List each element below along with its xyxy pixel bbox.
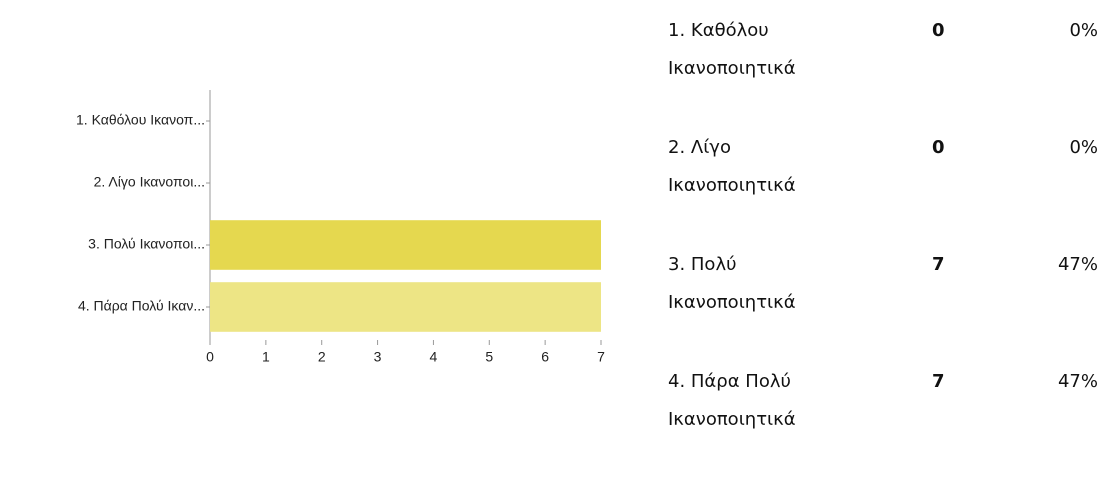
x-tick-label: 3	[374, 349, 382, 365]
percent: 47%	[1057, 371, 1098, 392]
x-tick-label: 5	[485, 349, 493, 365]
bar	[210, 282, 601, 332]
x-tick-label: 1	[262, 349, 270, 365]
x-tick-label: 4	[430, 349, 438, 365]
x-tick-label: 0	[206, 349, 214, 365]
option-label: 4. Πάρα Πολύ Ικανοποιητικά	[668, 371, 796, 430]
chart: 0 1 2 3 4 5 6 7 1. Καθόλου Ικανοπ... 2. Λίγο Ικαν…	[76, 90, 605, 365]
count: 7	[932, 254, 945, 275]
percent: 0%	[1069, 20, 1098, 41]
x-tick-label: 7	[597, 349, 605, 365]
percent: 47%	[1057, 254, 1098, 275]
option-label: 1. Καθόλου Ικανοποιητικά	[668, 20, 796, 79]
page: 0 1 2 3 4 5 6 7 1. Καθόλου Ικανοπ... 2. Λίγο Ικαν…	[76, 20, 1098, 430]
option-label: 2. Λίγο Ικανοποιητικά	[668, 137, 796, 196]
y-tick-label: 3. Πολύ Ικανοποι...	[88, 236, 205, 252]
count: 0	[932, 137, 945, 158]
bar	[210, 220, 601, 270]
y-tick-label: 2. Λίγο Ικανοποι...	[94, 174, 205, 190]
option-label: 3. Πολύ Ικανοποιητικά	[668, 254, 796, 313]
x-tick-label: 2	[318, 349, 326, 365]
percent: 0%	[1069, 137, 1098, 158]
y-tick-label: 1. Καθόλου Ικανοπ...	[76, 112, 205, 128]
count: 0	[932, 20, 945, 41]
count: 7	[932, 371, 945, 392]
y-tick-label: 4. Πάρα Πολύ Ικαν...	[78, 298, 205, 314]
x-tick-label: 6	[541, 349, 549, 365]
